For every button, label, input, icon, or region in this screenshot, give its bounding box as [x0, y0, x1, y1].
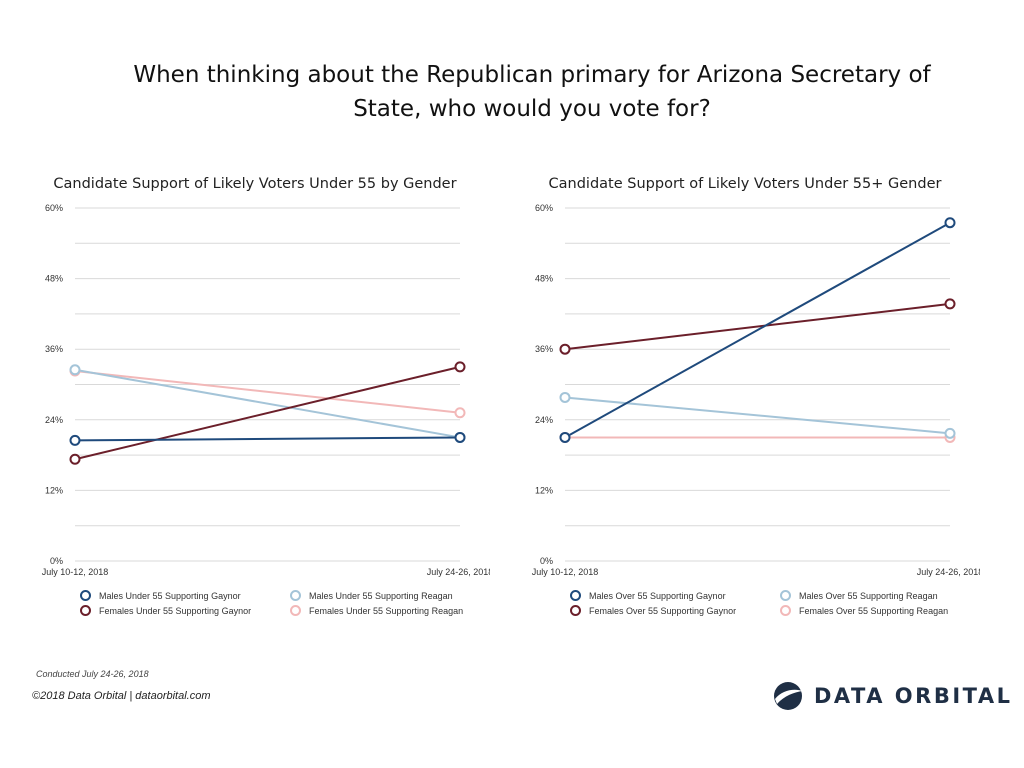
- data-point: [69, 434, 81, 446]
- legend-marker-icon: [780, 590, 791, 601]
- data-point: [559, 431, 571, 443]
- legend-marker-icon: [570, 590, 581, 601]
- chart-title: Candidate Support of Likely Voters Under…: [53, 176, 457, 192]
- y-tick-label: 60%: [535, 203, 553, 213]
- y-tick-label: 0%: [50, 556, 63, 566]
- y-tick-label: 48%: [45, 274, 63, 284]
- legend-label: Females Under 55 Supporting Reagan: [309, 605, 464, 616]
- legend-item[interactable]: Females Under 55 Supporting Gaynor: [80, 605, 290, 616]
- y-tick-label: 48%: [535, 274, 553, 284]
- y-tick-label: 36%: [535, 344, 553, 354]
- legend-item[interactable]: Females Over 55 Supporting Gaynor: [570, 605, 780, 616]
- chart-plot: 0% 12% 24% 36% 48% 60% July 10-12, 2018 July 24…: [532, 203, 980, 577]
- survey-date-note: Conducted July 24-26, 2018: [36, 669, 149, 679]
- legend-label: Males Over 55 Supporting Gaynor: [589, 590, 726, 601]
- x-tick-label: July 10-12, 2018: [42, 567, 109, 577]
- series-line: [564, 221, 951, 439]
- data-point: [454, 431, 466, 443]
- legend-label: Females Over 55 Supporting Reagan: [799, 605, 949, 616]
- x-tick-label: July 24-26, 2018: [917, 567, 980, 577]
- series-line: [74, 365, 461, 461]
- legend-label: Males Under 55 Supporting Reagan: [309, 590, 453, 601]
- data-point: [944, 427, 956, 439]
- legend-marker-icon: [80, 605, 91, 616]
- data-point: [454, 407, 466, 419]
- data-point: [944, 217, 956, 229]
- legend-label: Females Over 55 Supporting Gaynor: [589, 605, 737, 616]
- chart-under-55: Candidate Support of Likely Voters Under…: [20, 170, 490, 620]
- data-point: [69, 453, 81, 465]
- series-line: [74, 369, 461, 414]
- data-point: [944, 298, 956, 310]
- logo: DATA ORBITAL: [772, 680, 1012, 712]
- legend-item[interactable]: Males Over 55 Supporting Gaynor: [570, 590, 780, 601]
- legend-marker-icon: [780, 605, 791, 616]
- chart-legend: Males Over 55 Supporting Gaynor Males Ov…: [570, 590, 970, 616]
- y-tick-label: 12%: [535, 485, 553, 495]
- legend-marker-icon: [570, 605, 581, 616]
- y-tick-label: 24%: [535, 415, 553, 425]
- chart-over-55: Candidate Support of Likely Voters Under…: [510, 170, 980, 620]
- legend-marker-icon: [290, 605, 301, 616]
- legend-label: Males Over 55 Supporting Reagan: [799, 590, 938, 601]
- data-point: [559, 343, 571, 355]
- data-point: [69, 364, 81, 376]
- y-tick-label: 60%: [45, 203, 63, 213]
- series-line: [564, 396, 951, 435]
- legend-item[interactable]: Females Over 55 Supporting Reagan: [780, 605, 970, 616]
- series-line: [564, 302, 951, 351]
- x-tick-label: July 24-26, 2018: [427, 567, 490, 577]
- legend-label: Females Under 55 Supporting Gaynor: [99, 605, 252, 616]
- orbit-logo-icon: [774, 682, 803, 710]
- series-line: [74, 368, 461, 439]
- legend-item[interactable]: Males Under 55 Supporting Reagan: [290, 590, 480, 601]
- chart-plot: 0% 12% 24% 36% 48% 60% July 10-12, 2018 July 24…: [42, 203, 490, 577]
- legend-item[interactable]: Females Under 55 Supporting Reagan: [290, 605, 480, 616]
- legend-marker-icon: [80, 590, 91, 601]
- y-tick-label: 0%: [540, 556, 553, 566]
- copyright: ©2018 Data Orbital | dataorbital.com: [32, 690, 211, 702]
- data-point: [454, 361, 466, 373]
- chart-title: Candidate Support of Likely Voters Under…: [548, 176, 942, 192]
- legend-label: Males Under 55 Supporting Gaynor: [99, 590, 241, 601]
- y-tick-label: 36%: [45, 344, 63, 354]
- y-tick-label: 12%: [45, 485, 63, 495]
- data-point: [559, 391, 571, 403]
- legend-item[interactable]: Males Over 55 Supporting Reagan: [780, 590, 970, 601]
- page-title: When thinking about the Republican prima…: [133, 62, 931, 122]
- legend-item[interactable]: Males Under 55 Supporting Gaynor: [80, 590, 290, 601]
- series-line: [74, 436, 461, 442]
- x-tick-label: July 10-12, 2018: [532, 567, 599, 577]
- logo-text: DATA ORBITAL: [814, 684, 1013, 708]
- legend-marker-icon: [290, 590, 301, 601]
- chart-legend: Males Under 55 Supporting Gaynor Males U…: [80, 590, 480, 616]
- y-tick-label: 24%: [45, 415, 63, 425]
